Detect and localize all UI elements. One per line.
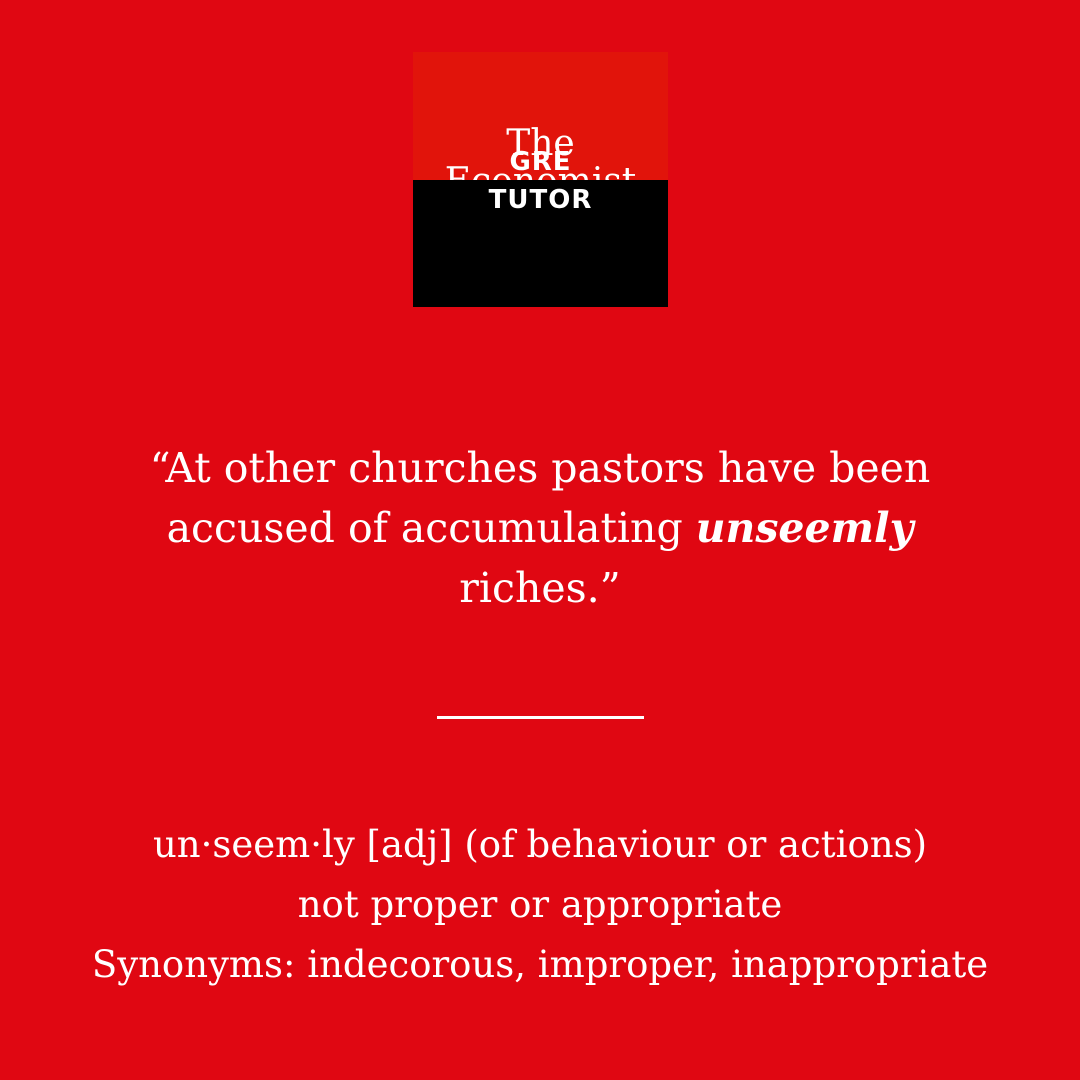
logo-masthead: The Economist <box>413 52 668 200</box>
definition-headword: un·seem·ly [adj] (of behaviour or action… <box>152 823 928 866</box>
quote-text-before: “At other churches pastors have been acc… <box>149 444 931 552</box>
example-quote: “At other churches pastors have been acc… <box>90 438 990 618</box>
quote-text-after: riches.” <box>459 564 621 612</box>
logo-the: The <box>506 123 575 164</box>
economist-gre-tutor-logo: The Economist GRE TUTOR <box>413 52 668 307</box>
logo-gre: GRE <box>509 147 572 177</box>
quote-highlighted-word: unseemly <box>695 504 914 552</box>
logo-tutor: TUTOR <box>488 185 593 215</box>
word-definition: un·seem·ly [adj] (of behaviour or action… <box>40 815 1040 995</box>
definition-synonyms: Synonyms: indecorous, improper, inapprop… <box>91 943 989 986</box>
definition-meaning: not proper or appropriate <box>297 883 783 926</box>
logo-badge: GRE TUTOR <box>413 147 668 307</box>
divider <box>437 716 644 719</box>
